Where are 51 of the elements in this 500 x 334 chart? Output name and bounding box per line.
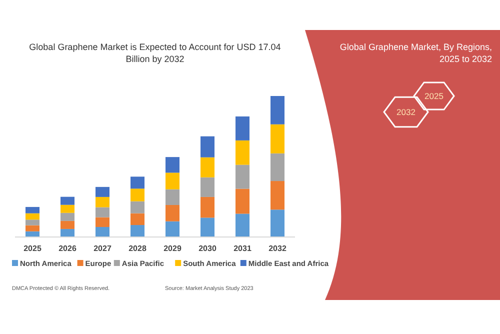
bar xyxy=(166,157,180,173)
bar xyxy=(236,188,250,214)
bar xyxy=(130,225,144,237)
bar xyxy=(130,201,144,214)
bar xyxy=(236,164,250,189)
chart-title: Global Graphene Market is Expected to Account for USD 17.04 Billion by 2032 xyxy=(29,42,281,64)
x-tick-label: 2029 xyxy=(164,244,182,253)
bar xyxy=(166,189,180,205)
bar xyxy=(166,204,180,222)
x-tick-label: 2025 xyxy=(24,244,42,253)
bar xyxy=(236,140,250,165)
bar xyxy=(270,210,284,237)
bar xyxy=(60,220,74,229)
bar xyxy=(200,136,214,158)
bar xyxy=(60,212,74,221)
bar xyxy=(200,177,214,197)
x-tick-label: 2031 xyxy=(234,244,252,253)
x-tick-label: 2030 xyxy=(198,244,217,253)
bar xyxy=(130,176,144,189)
text: Global Graphene Market, By Regions, 2025 to 2032 xyxy=(340,42,492,64)
bar xyxy=(166,221,180,237)
bar xyxy=(236,116,250,140)
bar xyxy=(130,188,144,202)
bar xyxy=(96,196,110,208)
x-tick-label: 2032 xyxy=(268,244,287,253)
bar xyxy=(26,206,40,214)
bar xyxy=(26,225,40,232)
bar xyxy=(96,207,110,218)
bar xyxy=(270,96,284,124)
bar xyxy=(96,186,110,197)
bar xyxy=(200,196,214,218)
bar xyxy=(96,217,110,227)
bar xyxy=(166,172,180,190)
x-tick-label: 2026 xyxy=(58,244,77,253)
bar xyxy=(96,226,110,237)
x-tick-label: 2028 xyxy=(128,244,147,253)
bar xyxy=(26,220,40,226)
bar xyxy=(130,213,144,226)
text: 2025 xyxy=(424,91,444,101)
bar xyxy=(270,124,284,154)
bar xyxy=(60,204,74,213)
x-tick-label: 2027 xyxy=(94,244,112,253)
bar xyxy=(200,218,214,237)
bar xyxy=(60,228,74,237)
text: 2032 xyxy=(396,107,416,117)
bar xyxy=(236,214,250,237)
bar xyxy=(60,196,74,205)
bar xyxy=(200,157,214,178)
bar xyxy=(26,213,40,220)
bar xyxy=(270,153,284,182)
bar xyxy=(270,181,284,210)
